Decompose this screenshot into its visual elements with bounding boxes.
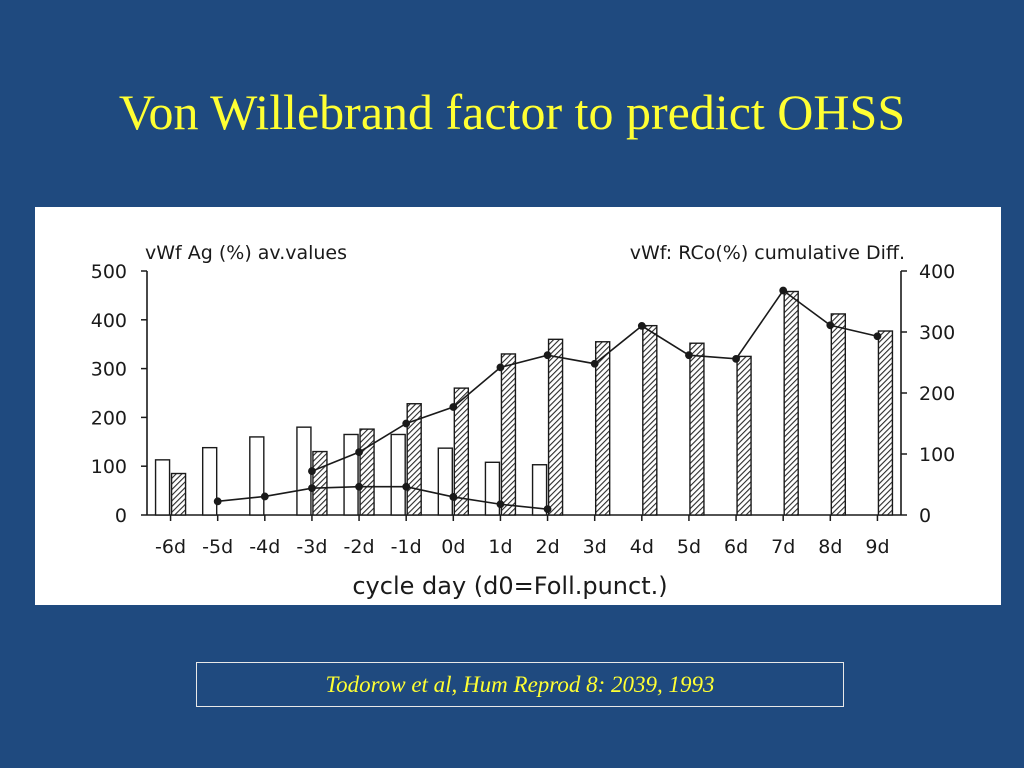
bar-hatched	[594, 341, 611, 516]
bar-hatched	[783, 290, 799, 516]
line-cumulative-point	[590, 359, 599, 368]
line-cumulative-point	[732, 354, 740, 363]
citation-text: Todorow et al, Hum Reprod 8: 2039, 1993	[325, 671, 715, 697]
x-tick-label: -6d	[155, 536, 186, 558]
bar-hatched	[453, 387, 470, 516]
bar-hatched	[500, 353, 517, 516]
line-cumulative-point	[779, 286, 788, 295]
x-tick-label: -5d	[202, 536, 233, 558]
line-lower	[217, 485, 548, 510]
line-cumulative-point	[402, 419, 411, 428]
line-lower-point	[543, 505, 552, 514]
chart-panel: vWf Ag (%) av.values vWf: RCo(%) cumulat…	[35, 207, 1001, 605]
left-tick-label: 100	[91, 456, 127, 478]
line-lower-point	[496, 500, 505, 509]
slide-title: Von Willebrand factor to predict OHSS	[118, 84, 906, 140]
left-tick-label: 500	[91, 261, 127, 283]
chart: vWf Ag (%) av.values vWf: RCo(%) cumulat…	[91, 242, 956, 600]
line-lower-point	[449, 493, 458, 501]
bar-hatched	[830, 313, 847, 516]
x-tick-label: -1d	[391, 536, 422, 558]
x-tick-label: -3d	[296, 536, 327, 558]
bar-open	[249, 436, 265, 516]
x-tick-label: 9d	[865, 536, 889, 558]
citation-box: Todorow et al, Hum Reprod 8: 2039, 1993	[196, 662, 844, 707]
right-tick-label: 200	[919, 383, 955, 405]
line-lower-point	[260, 492, 269, 501]
bar-hatched	[359, 428, 375, 516]
bar-hatched	[736, 355, 752, 516]
left-tick-label: 300	[91, 359, 127, 381]
line-lower-point	[355, 482, 363, 491]
line-cumulative-point	[496, 363, 505, 372]
x-tick-label: -4d	[249, 536, 280, 558]
bar-hatched	[642, 324, 658, 516]
x-tick-label: 5d	[677, 536, 701, 558]
bar-hatched	[312, 450, 328, 516]
x-tick-label: -2d	[344, 536, 375, 558]
line-cumulative-point	[637, 322, 646, 330]
bar-open	[201, 446, 218, 516]
left-tick-label: 200	[91, 407, 127, 429]
line-cumulative-point	[308, 467, 316, 475]
x-tick-label: 1d	[488, 536, 512, 558]
x-tick-label: 2d	[535, 536, 559, 558]
bar-open	[531, 464, 548, 516]
line-cumulative-point	[873, 332, 882, 341]
line-lower-point	[308, 484, 316, 493]
bar-open	[484, 461, 501, 516]
bar-open	[154, 459, 171, 516]
left-tick-label: 0	[115, 505, 127, 527]
right-tick-label: 100	[919, 444, 955, 466]
x-tick-label: 6d	[724, 536, 748, 558]
line-lower-point	[402, 482, 411, 491]
left-tick-label: 400	[91, 310, 127, 332]
line-cumulative-point	[826, 321, 835, 330]
right-tick-label: 400	[919, 261, 955, 283]
bar-open	[343, 433, 359, 516]
left-axis-label: vWf Ag (%) av.values	[145, 242, 347, 264]
line-cumulative-point	[355, 448, 363, 457]
plot-area: 0 100 200 300 400 500 0 100 200 300 400 -6d -5d -4d -3…	[91, 261, 956, 558]
bar-hatched	[547, 338, 564, 516]
x-tick-label: 4d	[630, 536, 654, 558]
bar-hatched	[689, 342, 705, 516]
right-tick-label: 0	[919, 505, 931, 527]
bar-open	[437, 447, 454, 516]
line-cumulative-point	[685, 351, 693, 360]
line-cumulative-point	[449, 403, 458, 411]
x-tick-label: 3d	[583, 536, 607, 558]
bar-hatched	[877, 330, 894, 516]
line-lower-point	[213, 497, 222, 506]
x-tick-label: 7d	[771, 536, 795, 558]
right-tick-label: 300	[919, 322, 955, 344]
bar-open	[390, 433, 406, 516]
bar-hatched	[170, 472, 187, 516]
x-tick-label: 0d	[441, 536, 465, 558]
right-axis-label: vWf: RCo(%) cumulative Diff.	[630, 242, 905, 264]
x-tick-label: 8d	[818, 536, 842, 558]
x-axis-label: cycle day (d0=Foll.punct.)	[352, 572, 667, 600]
line-cumulative-point	[543, 351, 552, 360]
